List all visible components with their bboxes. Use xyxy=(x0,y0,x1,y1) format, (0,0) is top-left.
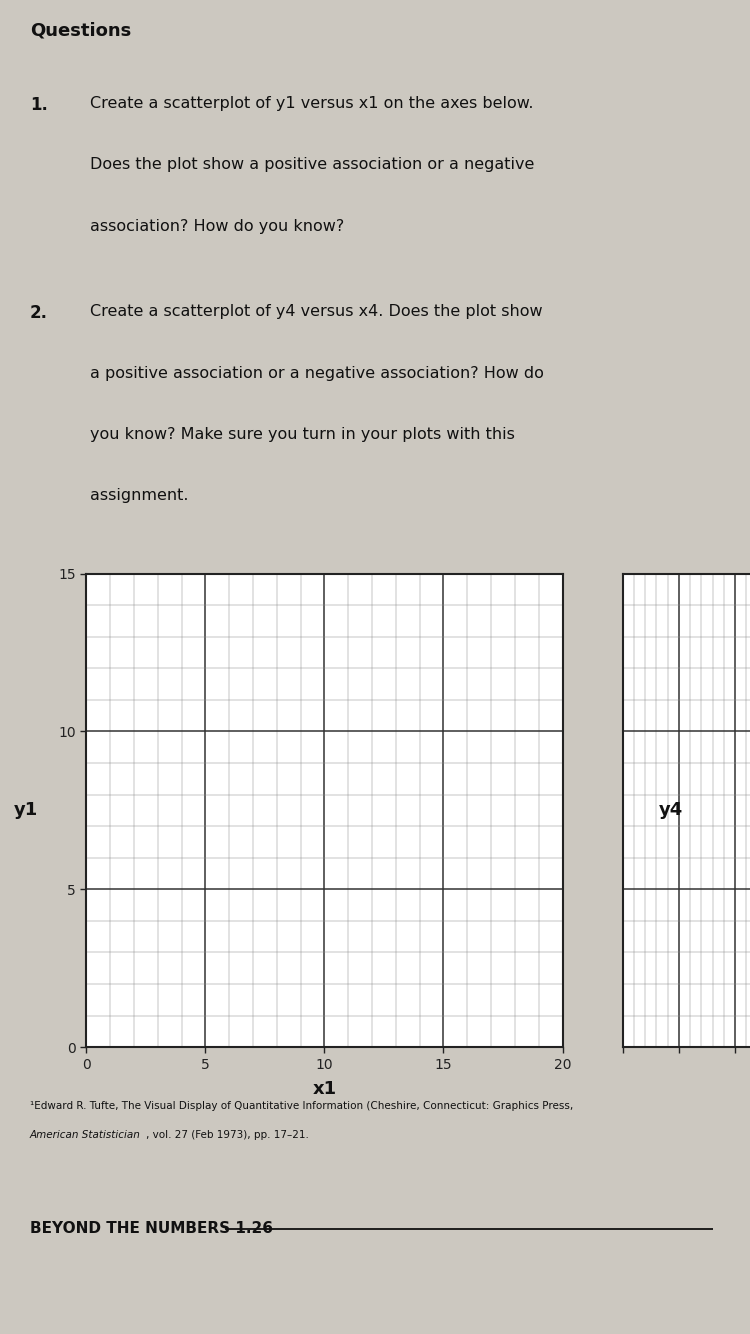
Text: Does the plot show a positive association or a negative: Does the plot show a positive associatio… xyxy=(90,157,534,172)
X-axis label: x1: x1 xyxy=(312,1081,337,1098)
Text: assignment.: assignment. xyxy=(90,488,188,503)
Text: association? How do you know?: association? How do you know? xyxy=(90,219,344,233)
Text: ¹Edward R. Tufte, The Visual Display of Quantitative Information (Cheshire, Conn: ¹Edward R. Tufte, The Visual Display of … xyxy=(30,1101,573,1110)
Text: 1.: 1. xyxy=(30,96,48,113)
Text: 2.: 2. xyxy=(30,304,48,321)
Text: Questions: Questions xyxy=(30,21,131,39)
Text: you know? Make sure you turn in your plots with this: you know? Make sure you turn in your plo… xyxy=(90,427,514,442)
Text: y1: y1 xyxy=(14,802,38,819)
Text: a positive association or a negative association? How do: a positive association or a negative ass… xyxy=(90,366,544,380)
Text: American Statistician: American Statistician xyxy=(30,1130,141,1139)
Text: Create a scatterplot of y1 versus x1 on the axes below.: Create a scatterplot of y1 versus x1 on … xyxy=(90,96,533,111)
Text: Create a scatterplot of y4 versus x4. Does the plot show: Create a scatterplot of y4 versus x4. Do… xyxy=(90,304,542,319)
Text: BEYOND THE NUMBERS 1.26: BEYOND THE NUMBERS 1.26 xyxy=(30,1221,273,1235)
Text: , vol. 27 (Feb 1973), pp. 17–21.: , vol. 27 (Feb 1973), pp. 17–21. xyxy=(146,1130,309,1139)
Text: y4: y4 xyxy=(659,802,683,819)
